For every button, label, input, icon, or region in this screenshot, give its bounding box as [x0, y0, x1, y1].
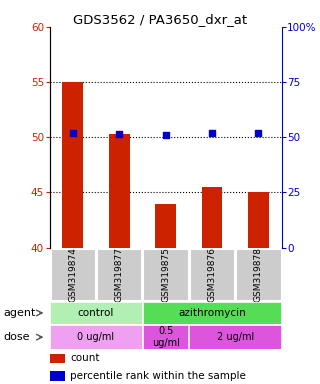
- Point: [210, 130, 215, 136]
- Text: GSM319876: GSM319876: [207, 247, 217, 302]
- Bar: [97, 249, 141, 300]
- Bar: [143, 302, 281, 324]
- Text: percentile rank within the sample: percentile rank within the sample: [70, 371, 246, 381]
- Text: 2 ug/ml: 2 ug/ml: [217, 332, 254, 342]
- Text: GSM319877: GSM319877: [115, 247, 124, 302]
- Bar: [62, 82, 83, 248]
- Text: agent: agent: [3, 308, 36, 318]
- Bar: [248, 192, 269, 248]
- Bar: [202, 187, 222, 248]
- Text: GSM319874: GSM319874: [68, 247, 77, 302]
- Bar: [50, 371, 65, 381]
- Bar: [50, 302, 142, 324]
- Text: dose: dose: [3, 332, 30, 342]
- Bar: [190, 249, 234, 300]
- Bar: [155, 204, 176, 248]
- Text: GSM319878: GSM319878: [254, 247, 263, 302]
- Bar: [143, 249, 188, 300]
- Bar: [236, 249, 281, 300]
- Point: [163, 132, 168, 138]
- Text: control: control: [78, 308, 114, 318]
- Bar: [143, 325, 188, 349]
- Text: azithromycin: azithromycin: [178, 308, 246, 318]
- Bar: [109, 134, 130, 248]
- Text: GSM319875: GSM319875: [161, 247, 170, 302]
- Point: [117, 131, 122, 137]
- Bar: [51, 249, 95, 300]
- Text: 0.5
ug/ml: 0.5 ug/ml: [152, 326, 180, 348]
- Point: [70, 130, 76, 136]
- Bar: [189, 325, 281, 349]
- Bar: [50, 354, 65, 363]
- Text: count: count: [70, 353, 100, 363]
- Text: 0 ug/ml: 0 ug/ml: [77, 332, 115, 342]
- Text: GDS3562 / PA3650_dxr_at: GDS3562 / PA3650_dxr_at: [73, 13, 247, 26]
- Point: [256, 130, 261, 136]
- Bar: [50, 325, 142, 349]
